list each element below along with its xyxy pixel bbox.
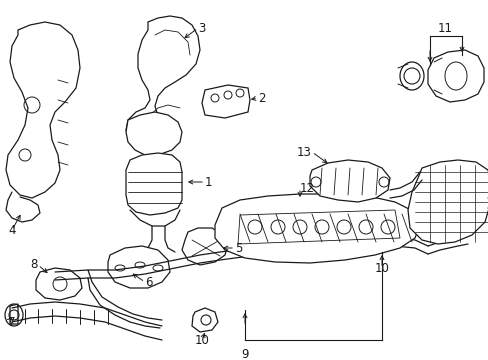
Text: 10: 10 [194,333,209,346]
Polygon shape [367,228,393,252]
Polygon shape [309,160,389,202]
Polygon shape [108,246,170,288]
Polygon shape [215,194,419,263]
Text: 5: 5 [235,242,242,255]
Text: 7: 7 [8,315,16,328]
Polygon shape [126,16,200,150]
Text: 10: 10 [374,261,388,274]
Polygon shape [126,112,182,155]
Text: 1: 1 [204,175,212,189]
Text: 4: 4 [8,224,16,237]
Polygon shape [192,308,218,332]
Text: 3: 3 [198,22,205,35]
Polygon shape [126,153,182,215]
Polygon shape [202,85,249,118]
Polygon shape [36,268,82,300]
Text: 6: 6 [145,275,152,288]
Text: 9: 9 [241,348,248,360]
Polygon shape [427,50,483,102]
Text: 12: 12 [299,181,314,194]
Polygon shape [182,228,227,265]
Text: 13: 13 [297,145,311,158]
Polygon shape [407,160,488,244]
Text: 2: 2 [258,91,265,104]
Text: 8: 8 [31,258,38,271]
Text: 11: 11 [437,22,451,35]
Polygon shape [6,22,80,198]
